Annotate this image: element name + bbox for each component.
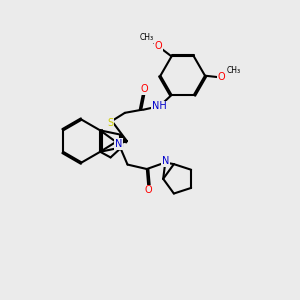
Text: N: N (162, 156, 169, 166)
Text: S: S (107, 118, 113, 128)
Text: O: O (145, 185, 152, 195)
Text: O: O (218, 72, 225, 82)
Text: NH: NH (152, 101, 167, 111)
Text: O: O (141, 84, 148, 94)
Text: O: O (154, 41, 162, 51)
Text: N: N (115, 139, 122, 149)
Text: CH₃: CH₃ (226, 66, 240, 75)
Text: CH₃: CH₃ (140, 33, 154, 42)
